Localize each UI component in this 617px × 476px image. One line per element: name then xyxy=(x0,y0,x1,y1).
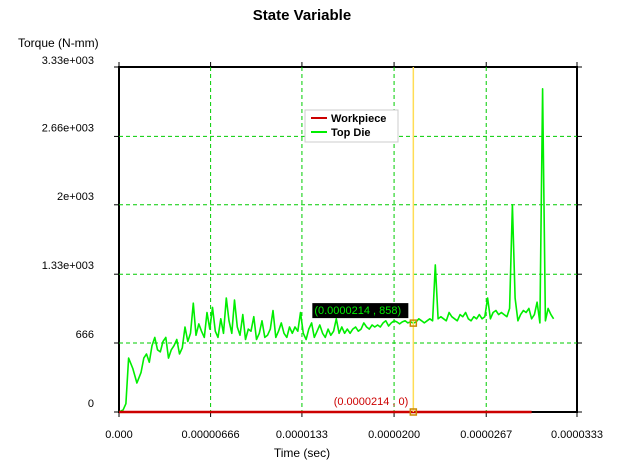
y-tick-label: 0 xyxy=(88,398,94,410)
y-tick-label: 3.33e+003 xyxy=(42,55,94,67)
y-tick-label: 2.66e+003 xyxy=(42,122,94,134)
legend-label-workpiece: Workpiece xyxy=(331,113,386,125)
x-tick-label: 0.0000133 xyxy=(276,429,328,441)
cursor-point-workpiece xyxy=(409,408,418,416)
cursor-layer[interactable]: (0.0000214 , 858) (0.0000214 , 0) xyxy=(312,67,418,416)
chart-title: State Variable xyxy=(253,7,351,24)
x-tick-label: 0.0000333 xyxy=(551,429,603,441)
x-tick-label: 0.00000666 xyxy=(182,429,240,441)
y-tick-label: 1.33e+003 xyxy=(42,260,94,272)
x-axis-label: Time (sec) xyxy=(274,446,330,460)
cursor-point-top-die xyxy=(409,319,418,327)
x-tick-label: 0.0000200 xyxy=(368,429,420,441)
legend-box xyxy=(304,109,399,143)
y-tick-label: 666 xyxy=(76,329,94,341)
legend: Workpiece Top Die xyxy=(304,109,399,143)
legend-label-top-die: Top Die xyxy=(331,127,371,139)
y-tick-label: 2e+003 xyxy=(57,191,94,203)
cursor-label-bg xyxy=(312,303,409,319)
x-tick-label: 0.000 xyxy=(105,429,133,441)
series-layer xyxy=(118,88,555,414)
cursor-value-top-die: (0.0000214 , 858) xyxy=(314,305,401,317)
x-tick-label: 0.0000267 xyxy=(460,429,512,441)
series-line-top-die xyxy=(118,88,555,413)
cursor-value-workpiece: (0.0000214 , 0) xyxy=(334,396,409,408)
axis-ticks: 0 666 1.33e+003 2e+003 2.66e+003 3.33e+003 0.0… xyxy=(42,55,603,441)
grid xyxy=(119,67,577,412)
y-axis-label: Torque (N-mm) xyxy=(18,36,99,50)
